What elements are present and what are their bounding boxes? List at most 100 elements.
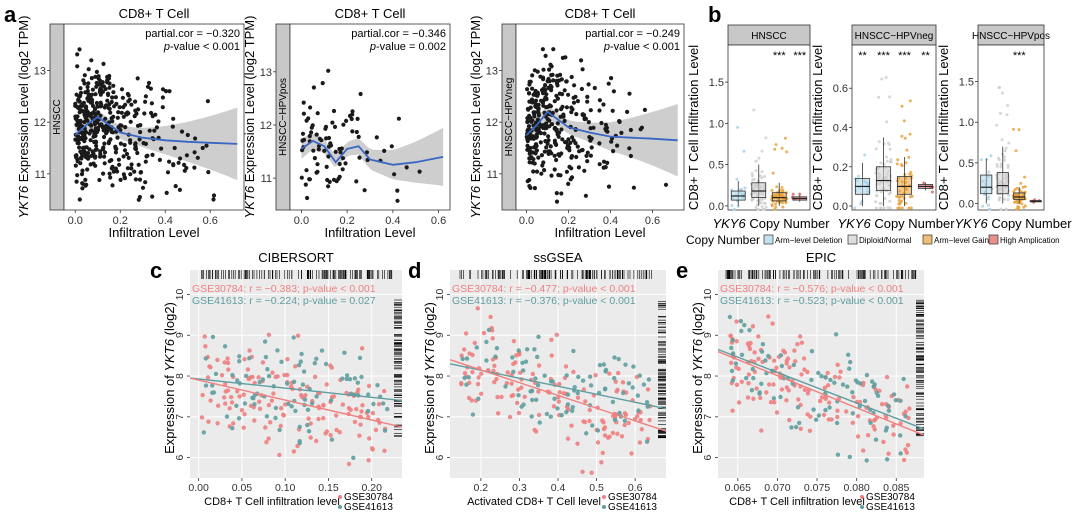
data-point bbox=[362, 188, 367, 193]
data-point bbox=[215, 357, 220, 363]
data-point bbox=[140, 185, 146, 190]
data-point bbox=[73, 163, 78, 168]
data-point bbox=[137, 177, 143, 182]
data-point bbox=[588, 108, 593, 113]
box bbox=[896, 176, 913, 195]
data-point bbox=[544, 411, 550, 417]
data-point bbox=[771, 358, 777, 363]
data-point bbox=[149, 101, 154, 106]
data-point bbox=[81, 78, 86, 83]
x-tick-label: 0.6 bbox=[431, 215, 446, 227]
data-point bbox=[529, 388, 535, 394]
data-point bbox=[74, 154, 79, 160]
facet-strip-label: HNSCC bbox=[52, 99, 63, 135]
timer-panel-a1: CD8+ T Cell HNSCC partial.cor = −0.320p-va… bbox=[16, 6, 245, 240]
data-point bbox=[102, 161, 107, 166]
data-point bbox=[789, 425, 794, 430]
data-point bbox=[264, 440, 269, 445]
jitter-point bbox=[1023, 185, 1027, 189]
data-point bbox=[601, 426, 607, 432]
stat-gse41613: GSE41613: r = −0.376; p-value < 0.001 bbox=[452, 295, 636, 307]
jitter-point bbox=[759, 201, 763, 205]
data-point bbox=[84, 182, 89, 187]
data-point bbox=[77, 123, 83, 128]
data-point bbox=[229, 394, 234, 400]
data-point bbox=[628, 127, 634, 133]
data-point bbox=[96, 110, 101, 115]
data-point bbox=[612, 376, 617, 381]
data-point bbox=[118, 141, 123, 146]
data-point bbox=[492, 380, 497, 385]
data-point bbox=[749, 388, 755, 393]
data-point bbox=[905, 443, 911, 448]
data-point bbox=[519, 385, 524, 390]
data-point bbox=[87, 147, 92, 152]
data-point bbox=[557, 153, 562, 158]
data-point bbox=[248, 403, 254, 408]
data-point bbox=[799, 340, 804, 345]
data-point bbox=[523, 359, 529, 364]
jitter-point bbox=[798, 192, 802, 196]
data-point bbox=[242, 357, 247, 362]
data-point bbox=[153, 112, 158, 117]
data-point bbox=[147, 128, 152, 133]
data-point bbox=[98, 154, 103, 159]
data-point bbox=[277, 427, 282, 433]
data-point bbox=[647, 417, 652, 423]
data-point bbox=[97, 89, 102, 95]
data-point bbox=[530, 86, 535, 91]
data-point bbox=[109, 99, 114, 105]
data-point bbox=[223, 401, 228, 406]
data-point bbox=[779, 387, 785, 392]
data-point bbox=[88, 95, 93, 101]
jitter-point bbox=[760, 170, 764, 174]
data-point bbox=[208, 365, 213, 370]
data-point bbox=[293, 364, 298, 369]
data-point bbox=[552, 167, 557, 172]
data-point bbox=[763, 358, 768, 363]
stat-gse41613: GSE41613: r = −0.523; p-value < 0.001 bbox=[720, 295, 904, 307]
stat-gse30784: GSE30784: r = −0.477; p-value < 0.001 bbox=[452, 283, 636, 295]
data-point bbox=[88, 138, 93, 143]
data-point bbox=[303, 393, 308, 398]
legend-dot bbox=[338, 495, 342, 499]
timer-panel-a3: CD8+ T Cell HNSCC−HPVneg partial.cor = −0.… bbox=[468, 6, 685, 240]
data-point bbox=[746, 372, 752, 377]
data-point bbox=[597, 98, 603, 103]
data-point bbox=[904, 450, 909, 455]
data-point bbox=[772, 400, 777, 405]
data-point bbox=[326, 135, 332, 141]
data-point bbox=[663, 182, 669, 187]
y-tick-label: 10 bbox=[174, 288, 186, 300]
smooth-line bbox=[300, 139, 444, 166]
data-point bbox=[311, 85, 316, 90]
data-point bbox=[192, 150, 197, 155]
data-point bbox=[548, 414, 553, 419]
data-point bbox=[873, 437, 879, 442]
data-point bbox=[599, 120, 604, 126]
data-point bbox=[554, 93, 559, 98]
x-tick-label: 0.080 bbox=[844, 482, 870, 494]
y-axis-label: Expression of YKT6 (log2) bbox=[422, 302, 437, 454]
x-tick-label: 0.4 bbox=[385, 215, 400, 227]
data-point bbox=[157, 157, 162, 162]
data-point bbox=[297, 439, 302, 444]
data-point bbox=[133, 142, 138, 147]
data-point bbox=[525, 106, 531, 112]
data-point bbox=[370, 410, 376, 416]
jitter-point bbox=[902, 119, 906, 123]
data-point bbox=[176, 160, 181, 165]
jitter-point bbox=[981, 204, 985, 208]
data-point bbox=[462, 375, 467, 380]
data-point bbox=[569, 74, 574, 80]
data-point bbox=[787, 417, 792, 423]
data-point bbox=[549, 337, 554, 342]
data-point bbox=[354, 407, 359, 412]
data-point bbox=[299, 351, 304, 357]
data-point bbox=[91, 161, 96, 166]
jitter-point bbox=[999, 165, 1003, 169]
data-point bbox=[136, 162, 141, 167]
data-point bbox=[314, 132, 319, 137]
data-point bbox=[903, 414, 908, 419]
